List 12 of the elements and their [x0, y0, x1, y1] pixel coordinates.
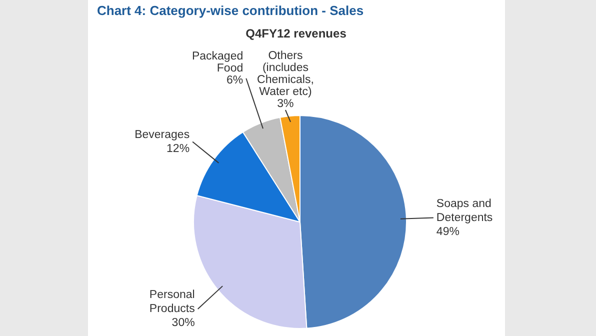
- chart-subtitle: Q4FY12 revenues: [246, 26, 347, 40]
- data-label: 6%: [226, 74, 244, 87]
- data-label: 30%: [172, 317, 195, 330]
- chart-title: Chart 4: Category-wise contribution - Sales: [97, 3, 364, 18]
- slice-label: Personal Products: [149, 289, 196, 316]
- slice-label: Packaged Food: [192, 50, 244, 75]
- slice-label: Others (includes Chemicals, Water etc): [257, 50, 314, 98]
- slice-label: Soaps and Detergents: [436, 198, 493, 224]
- data-label: 3%: [277, 98, 294, 110]
- data-label: 12%: [166, 142, 190, 155]
- slice-label: Beverages: [134, 128, 190, 141]
- data-label: 49%: [436, 226, 460, 238]
